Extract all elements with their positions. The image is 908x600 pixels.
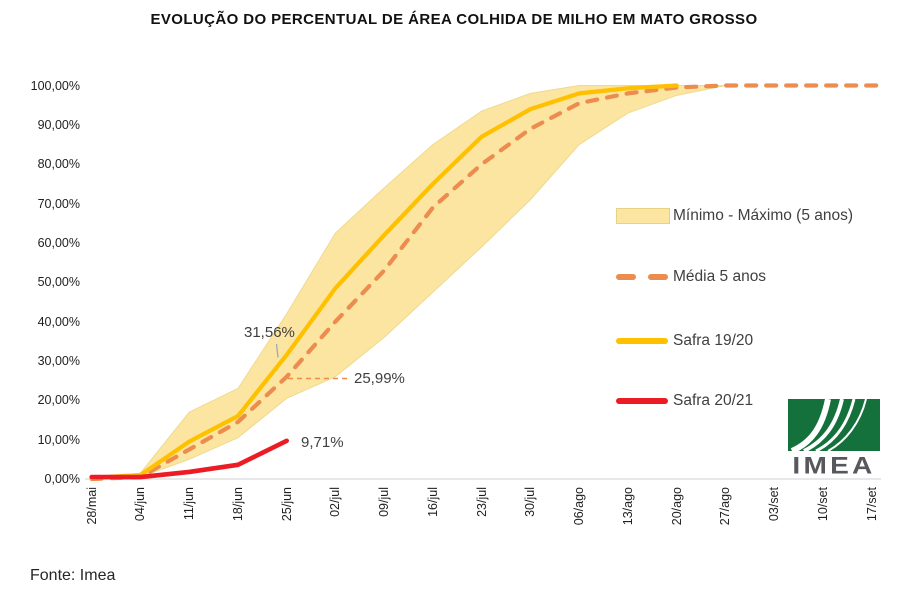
safra-19-20-swatch bbox=[616, 338, 668, 344]
x-axis-label-13-ago: 13/ago bbox=[620, 487, 635, 526]
annotation-media-5-anos: 25,99% bbox=[354, 370, 405, 387]
x-axis-label-10-set: 10/set bbox=[815, 487, 830, 522]
imea-logo-text: IMEA bbox=[792, 451, 876, 479]
annotation-safra-20-21: 9,71% bbox=[301, 434, 344, 451]
legend-item-safra-20-21: Safra 20/21 bbox=[616, 392, 753, 409]
callout-tick-line bbox=[275, 343, 279, 358]
x-axis-label-06-ago: 06/ago bbox=[572, 487, 587, 526]
x-axis-label-11-jun: 11/jun bbox=[182, 487, 197, 521]
legend-label-safra-20-21: Safra 20/21 bbox=[673, 391, 754, 409]
x-axis-label-27-ago: 27/ago bbox=[718, 487, 733, 526]
x-axis-label-02-jul: 02/jul bbox=[328, 487, 343, 517]
legend-item-min-max: Mínimo - Máximo (5 anos) bbox=[616, 207, 853, 224]
media-dash-swatch-2 bbox=[648, 274, 668, 280]
x-axis-label-04-jun: 04/jun bbox=[133, 487, 148, 522]
annotation-safra-19-20: 31,56% bbox=[244, 324, 295, 341]
x-axis-label-20-ago: 20/ago bbox=[669, 487, 684, 526]
legend-label-media: Média 5 anos bbox=[673, 267, 767, 285]
x-axis-label-18-jun: 18/jun bbox=[230, 487, 245, 522]
y-axis-label-30: 30,00% bbox=[37, 353, 80, 368]
y-axis-label-10: 10,00% bbox=[37, 432, 80, 447]
imea-logo-mark bbox=[788, 398, 880, 454]
media-dash-swatch-1 bbox=[616, 274, 636, 280]
y-axis-label-50: 50,00% bbox=[37, 275, 80, 290]
y-axis-label-40: 40,00% bbox=[37, 314, 80, 329]
x-axis-label-25-jun: 25/jun bbox=[279, 487, 294, 522]
legend-item-safra-19-20: Safra 19/20 bbox=[616, 332, 753, 349]
y-axis-label-100: 100,00% bbox=[30, 78, 80, 93]
y-axis-label-20: 20,00% bbox=[37, 393, 80, 408]
x-axis-label-09-jul: 09/jul bbox=[377, 487, 392, 517]
x-axis-label-17-set: 17/set bbox=[864, 487, 879, 522]
x-axis-label-28-mai: 28/mai bbox=[84, 487, 99, 525]
y-axis-label-60: 60,00% bbox=[37, 235, 80, 250]
source-note: Fonte: Imea bbox=[30, 567, 116, 584]
safra-19-20-line bbox=[89, 83, 679, 480]
legend-label-min-max: Mínimo - Máximo (5 anos) bbox=[673, 207, 854, 224]
min-max-band-swatch bbox=[616, 208, 670, 224]
x-axis-label-30-jul: 30/jul bbox=[523, 487, 538, 517]
y-axis-label-80: 80,00% bbox=[37, 157, 80, 172]
y-axis-label-0: 0,00% bbox=[44, 472, 80, 486]
legend-item-media: Média 5 anos bbox=[616, 268, 766, 285]
media-5-anos-line bbox=[89, 83, 883, 482]
safra-20-21-swatch bbox=[616, 398, 668, 404]
x-axis-label-16-jul: 16/jul bbox=[425, 487, 440, 517]
imea-logo: IMEA bbox=[788, 398, 880, 479]
y-axis-label-70: 70,00% bbox=[37, 196, 80, 211]
y-axis-label-90: 90,00% bbox=[37, 117, 80, 132]
x-axis-label-03-set: 03/set bbox=[767, 487, 782, 522]
chart-title: EVOLUÇÃO DO PERCENTUAL DE ÁREA COLHIDA D… bbox=[150, 11, 758, 28]
legend-label-safra-19-20: Safra 19/20 bbox=[673, 331, 754, 349]
x-axis-label-23-jul: 23/jul bbox=[474, 487, 489, 517]
min-max-band-area bbox=[91, 85, 726, 480]
safra-20-21-line bbox=[89, 438, 290, 480]
